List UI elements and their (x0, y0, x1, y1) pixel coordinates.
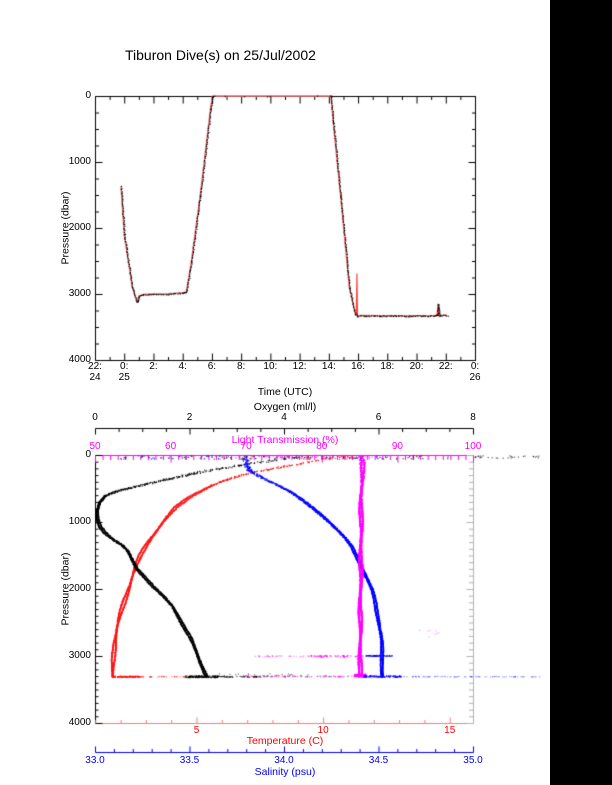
time-tick-label: 18: (380, 361, 395, 372)
time-tick-label: 4: (178, 361, 187, 372)
temperature-tick-label: 5 (193, 725, 200, 736)
time-tick-label: 12: (292, 361, 307, 372)
salinity-tick-label: 34.0 (274, 755, 294, 766)
light-tick-label: 100 (464, 441, 482, 452)
oxygen-tick-label: 0 (92, 412, 98, 423)
oxygen-tick-label: 8 (470, 412, 476, 423)
time-tick-label: 6: (207, 361, 217, 372)
salinity-tick-label: 33.5 (179, 755, 200, 766)
top-plot-pressure-tick-label: 4000 (68, 354, 91, 365)
salinity-tick-label: 33.0 (85, 755, 105, 766)
oxygen-tick-label: 4 (281, 412, 287, 423)
time-tick-label: 20: (409, 361, 424, 372)
salinity-tick-label: 35.0 (463, 755, 483, 766)
light-tick-label: 70 (240, 441, 252, 452)
top-plot-pressure-tick-label: 1000 (68, 156, 91, 167)
time-tick-label-day: 25 (118, 372, 130, 383)
bottom-plot-pressure-tick-label: 0 (85, 449, 91, 460)
right-black-strip (550, 0, 612, 785)
light-tick-label: 80 (316, 441, 328, 452)
light-transmission-axis-label: Light Transmission (%) (231, 434, 339, 446)
top-plot-x-axis-label: Time (UTC) (257, 386, 313, 398)
time-tick-label: 22: (88, 361, 102, 372)
time-tick-label-day: 26 (469, 372, 481, 383)
time-tick-label: 16: (351, 361, 366, 372)
light-tick-label: 90 (391, 441, 403, 452)
top-plot-pressure-tick-label: 2000 (68, 222, 91, 233)
temperature-tick-label: 15 (444, 725, 456, 736)
oxygen-axis-label: Oxygen (ml/l) (253, 401, 317, 413)
top-plot-pressure-tick-label: 0 (85, 90, 91, 101)
light-tick-label: 50 (89, 441, 101, 452)
top-plot-pressure-tick-label: 3000 (68, 288, 91, 299)
bottom-plot-pressure-tick-label: 4000 (68, 717, 91, 728)
bottom-plot-pressure-tick-label: 3000 (68, 650, 91, 661)
time-tick-label: 22: (438, 361, 453, 372)
oxygen-tick-label: 6 (375, 412, 382, 423)
temperature-tick-label: 10 (317, 725, 329, 736)
time-tick-label: 0: (120, 361, 129, 372)
temperature-axis-label: Temperature (C) (246, 735, 324, 747)
time-tick-label: 14: (321, 361, 336, 372)
salinity-axis-label: Salinity (psu) (254, 766, 316, 778)
page-title: Tiburon Dive(s) on 25/Jul/2002 (125, 47, 316, 63)
bottom-plot-pressure-tick-label: 1000 (68, 516, 91, 527)
time-tick-label: 0: (470, 361, 480, 372)
time-tick-label: 10: (263, 361, 278, 372)
oxygen-tick-label: 2 (186, 412, 193, 423)
bottom-plot-pressure-tick-label: 2000 (68, 583, 91, 594)
time-tick-label: 8: (236, 361, 246, 372)
time-tick-label: 2: (149, 361, 158, 372)
salinity-tick-label: 34.5 (368, 755, 389, 766)
time-tick-label-day: 24 (89, 372, 101, 383)
light-tick-label: 60 (165, 441, 177, 452)
